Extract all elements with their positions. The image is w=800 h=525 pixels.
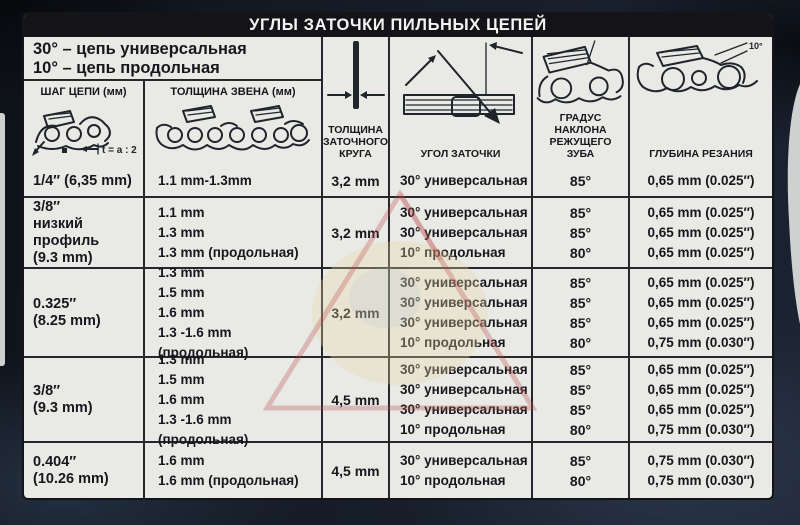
sharpening-angle-icon (403, 42, 523, 124)
degree-cell: 85° 80° (533, 443, 630, 498)
pitch-cell: 3/8″ (9.3 mm) (24, 358, 145, 443)
table-row: 3/8″ (9.3 mm) 1.3 mm 1.5 mm 1.6 mm 1.3 -… (24, 352, 772, 447)
cutting-depth-icon: 10° (636, 41, 763, 93)
table-row: 0.404″ (10.26 mm) 1.6 mm 1.6 mm (продоль… (24, 443, 772, 498)
thickness-cell: 1.3 mm 1.5 mm 1.6 mm 1.3 -1.6 mm (продол… (145, 352, 323, 447)
table-title-bar: УГЛЫ ЗАТОЧКИ ПИЛЬНЫХ ЦЕПЕЙ (24, 14, 772, 37)
column-header-tooth-incline-label: ГРАДУС НАКЛОНА РЕЖУЩЕГО ЗУБА (549, 112, 612, 160)
depth-angle-label: 10° (749, 41, 763, 51)
wheel-cell: 3,2 mm (323, 166, 390, 198)
thickness-cell: 1.1 mm 1.3 mm 1.3 mm (продольная) (145, 198, 323, 269)
column-header-wheel-label: ТОЛЩИНА ЗАТОЧНОГО КРУГА (322, 124, 389, 160)
pitch-cell: 0.404″ (10.26 mm) (24, 443, 145, 498)
depth-cell: 0,65 mm (0.025″) (630, 166, 772, 198)
header-left-block: 30° – цепь универсальная 10° – цепь прод… (24, 37, 323, 166)
degree-cell: 85° 85° 80° (533, 198, 630, 269)
chain-pitch-icon: t = a : 2 (31, 110, 137, 156)
depth-cell: 0,65 mm (0.025″) 0,65 mm (0.025″) 0,65 m… (630, 198, 772, 269)
depth-cell: 0,65 mm (0.025″) 0,65 mm (0.025″) 0,65 m… (630, 269, 772, 358)
column-header-angle-label: УГОЛ ЗАТОЧКИ (420, 148, 501, 160)
column-header-pitch: ШАГ ЦЕПИ (мм) (24, 81, 145, 166)
sharpening-table-card: УГЛЫ ЗАТОЧКИ ПИЛЬНЫХ ЦЕПЕЙ 30° – цепь ун… (22, 12, 774, 500)
angle-cell: 30° универсальная 30° универсальная 10° … (390, 198, 533, 269)
wheel-cell: 3,2 mm (323, 269, 390, 358)
column-header-pitch-label: ШАГ ЦЕПИ (мм) (40, 86, 127, 98)
thickness-cell: 1.6 mm 1.6 mm (продольная) (145, 443, 323, 498)
column-header-link-thickness-label: ТОЛЩИНА ЗВЕНА (мм) (170, 86, 296, 98)
depth-cell: 0,65 mm (0.025″) 0,65 mm (0.025″) 0,65 m… (630, 358, 772, 443)
thickness-cell: 1.1 mm-1.3mm (145, 166, 323, 198)
wheel-cell: 4,5 mm (323, 358, 390, 443)
column-header-tooth-incline: ГРАДУС НАКЛОНА РЕЖУЩЕГО ЗУБА (533, 37, 630, 166)
thickness-cell: 1.3 mm 1.5 mm 1.6 mm 1.3 -1.6 mm (продол… (145, 265, 323, 360)
degree-cell: 85° 85° 85° 80° (533, 358, 630, 443)
table-row: 3/8″ низкий профиль (9.3 mm) 1.1 mm 1.3 … (24, 198, 772, 269)
pitch-formula-label: t = a : 2 (102, 145, 137, 156)
pitch-cell: 3/8″ низкий профиль (9.3 mm) (24, 198, 145, 269)
angle-cell: 30° универсальная 30° универсальная 30° … (390, 269, 533, 358)
angle-cell: 30° универсальная 30° универсальная 30° … (390, 358, 533, 443)
column-header-angle: УГОЛ ЗАТОЧКИ (390, 37, 533, 166)
column-header-depth-label: ГЛУБИНА РЕЗАНИЯ (649, 148, 753, 160)
wheel-cell: 3,2 mm (323, 198, 390, 269)
degree-cell: 85° (533, 166, 630, 198)
pitch-cell: 1/4″ (6,35 mm) (24, 166, 145, 198)
column-header-link-thickness: ТОЛЩИНА ЗВЕНА (мм) (145, 81, 323, 166)
column-header-depth: 10° ГЛУБИНА РЕЗАНИЯ (630, 37, 772, 166)
photo-edge-right (787, 84, 800, 324)
column-header-wheel: ТОЛЩИНА ЗАТОЧНОГО КРУГА (323, 37, 390, 166)
depth-cell: 0,75 mm (0.030″) 0,75 mm (0.030″) (647, 452, 755, 488)
wheel-cell: 4,5 mm (323, 443, 390, 498)
degree-cell: 85° 85° 85° 80° (533, 269, 630, 358)
table-header: 30° – цепь универсальная 10° – цепь прод… (24, 37, 772, 166)
chain-type-legend: 30° – цепь универсальная 10° – цепь прод… (24, 37, 323, 81)
angle-cell: 30° универсальная 10° продольная (390, 443, 533, 498)
angle-cell: 30° универсальная (390, 166, 533, 198)
grinding-wheel-icon (326, 41, 385, 109)
table-row: 0.325″ (8.25 mm) 1.3 mm 1.5 mm 1.6 mm 1.… (24, 265, 772, 360)
pitch-cell: 0.325″ (8.25 mm) (24, 269, 145, 358)
cutter-tooth-incline-icon (536, 40, 624, 104)
table-row: 1/4″ (6,35 mm) 1.1 mm-1.3mm 3,2 mm 30° у… (24, 166, 772, 198)
page-title: УГЛЫ ЗАТОЧКИ ПИЛЬНЫХ ЦЕПЕЙ (249, 16, 547, 34)
photo-edge-left (0, 113, 5, 366)
chain-side-view-icon (155, 105, 310, 151)
